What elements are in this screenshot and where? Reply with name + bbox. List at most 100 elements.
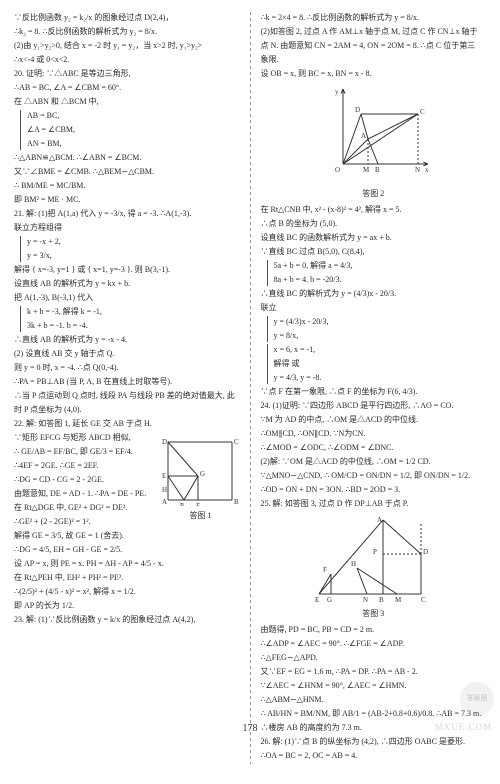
svg-text:M: M xyxy=(363,166,370,174)
text: 设直线 BC 的函数解析式为 y = ax + b. xyxy=(261,232,487,244)
text: ∴OM∥CD, ∴ON∥CD. ∵N为CN. xyxy=(261,428,487,440)
svg-text:D: D xyxy=(162,438,167,446)
text: 8a + b = 4. b = -20/3. xyxy=(274,274,487,286)
text: y = 4/3, y = -8. xyxy=(274,372,487,384)
svg-text:F: F xyxy=(196,502,200,506)
text: ∴x<-4 或 0<x<2. xyxy=(14,54,240,66)
text: ∴PA = PB⊥AB (当 P, A, B 在直线上时取等号). xyxy=(14,376,240,388)
svg-text:A: A xyxy=(361,132,366,140)
caption: 答图 1 xyxy=(162,510,240,522)
text: ∴∠ADP = ∠AEC = 90°. ∴∠FGE = ∠ADP. xyxy=(261,638,487,650)
q23-title: 23. 解: (1)∵反比例函数 y = k/x 的图象经过点 A(4,2), xyxy=(14,614,240,626)
watermark-text: MXUE.COM xyxy=(435,722,492,732)
text: 设直线 AB 的解析式为 y = kx + b. xyxy=(14,278,240,290)
svg-text:P: P xyxy=(373,548,377,556)
text: 象限. xyxy=(261,54,487,66)
figure-2: OxyABCDNM xyxy=(313,84,433,184)
text: ∴直线 BC 的解析式为 y = (4/3)x - 20/3. xyxy=(261,288,487,300)
svg-text:P: P xyxy=(180,502,184,506)
svg-text:C: C xyxy=(421,596,426,604)
text: 又∵EF = EG = 1.6 m, ∴PA = DP. ∴PA = AB - … xyxy=(261,666,487,678)
text: ∴k₂ = 8. ∴反比例函数的解析式为 y₂ = 8/x. xyxy=(14,26,240,38)
brace-group: y = (4/3)x - 20/3, y = 8/x, xyxy=(267,316,487,342)
text: ∵∠AEC = ∠HNM = 90°, ∠AEC = ∠HMN. xyxy=(261,680,487,692)
text: ∴点 B 的坐标为 (5,0). xyxy=(261,218,487,230)
svg-text:N: N xyxy=(415,166,420,174)
text: ∴DG = 4/5, EH = GH - GE = 2/5. xyxy=(14,544,240,556)
text: k + b = -3, 解得 k = -1, xyxy=(27,306,240,318)
text: 3k + b = -1. b = -4. xyxy=(27,320,240,332)
text: ∴ BM/ME = MC/BM. xyxy=(14,180,240,192)
text: 把 A(1,-3), B(-3,1) 代入 xyxy=(14,292,240,304)
text: (2)如答图 2, 过点 A 作 AM⊥x 轴于点 M, 过点 C 作 CN⊥x… xyxy=(261,26,487,38)
text: ∴GE² + (2 - 2GE)² = 1². xyxy=(14,516,158,528)
text: ∴OD = ON + DN = 3ON. ∴BD = 2OD = 3. xyxy=(261,484,487,496)
svg-text:D: D xyxy=(355,106,360,114)
brace-group: x = 6, x = -1, 解得 或 y = 4/3, y = -8. xyxy=(267,344,487,384)
column-separator xyxy=(250,12,251,764)
text: y = 8/x, xyxy=(274,330,487,342)
text: (2)由 y₁>y₂>0, 结合 x = -2 时 y₁ = y₂，当 x>2 … xyxy=(14,40,240,52)
text: 在 Rt△DGE 中, GE² + DG² = DE². xyxy=(14,502,158,514)
text: 在 △ABN 和 △BCM 中, xyxy=(14,96,240,108)
text: ∴k = 2×4 = 8. ∴反比例函数的解析式为 y = 8/x. xyxy=(261,12,487,24)
text: ∵反比例函数 y₂ = k₂/x 的图象经过点 D(2,4)， xyxy=(14,12,240,24)
svg-text:E: E xyxy=(162,472,166,480)
text: (2) 设直线 AB 交 y 轴于点 Q. xyxy=(14,348,240,360)
right-column: ∴k = 2×4 = 8. ∴反比例函数的解析式为 y = 8/x. (2)如答… xyxy=(261,12,487,764)
svg-text:H: H xyxy=(351,560,356,568)
svg-text:C: C xyxy=(234,438,239,446)
text: 设 AP = x, 则 PE = x. PH = AH - AP = 4/5 -… xyxy=(14,558,240,570)
svg-text:O: O xyxy=(335,166,340,174)
text: y = 3/x, xyxy=(27,250,240,262)
caption: 答图 3 xyxy=(261,608,487,620)
svg-text:B: B xyxy=(234,498,239,506)
text: ∴当 P 点运动到 Q 点时, 线段 PA 与线段 PB 差的绝对值最大, 此 xyxy=(14,390,240,402)
svg-text:C: C xyxy=(420,108,425,116)
text: 联立 xyxy=(261,302,487,314)
text: ∴ AB/HN = BM/NM, 即 AB/1 = (AB-2+0.8+0.6)… xyxy=(261,708,487,720)
text: 联立方程组得 xyxy=(14,222,240,234)
q21-title: 21. 解: (1)把 A(1,a) 代入 y = -3/x, 得 a = -3… xyxy=(14,208,240,220)
q22-title: 22. 解: 如答图 1, 延长 GE 交 AB 于点 H. xyxy=(14,418,240,430)
page: ∵反比例函数 y₂ = k₂/x 的图象经过点 D(2,4)， ∴k₂ = 8.… xyxy=(0,0,500,784)
brace-group: 5a + b = 0, 解得 a = 4/3, 8a + b = 4. b = … xyxy=(267,260,487,286)
svg-text:B: B xyxy=(375,166,380,174)
text: 则 y = 0 时, x = -4. ∴点 Q(0,-4). xyxy=(14,362,240,374)
text: 在 Rt△CNB 中, x² - (x-8)² = 4², 解得 x = 5. xyxy=(261,204,487,216)
text: AN = BM, xyxy=(27,138,240,150)
text: 即 AP 的长为 1/2. xyxy=(14,600,240,612)
page-number: 178 xyxy=(0,723,500,734)
text: ∵点 F 在第一象限, ∴点 F 的坐标为 F(6, 4/3). xyxy=(261,386,487,398)
q20-title: 20. 证明: ∵△ABC 是等边三角形, xyxy=(14,68,240,80)
svg-text:B: B xyxy=(379,596,384,604)
q25-title: 25. 解: 如答图 3, 过点 D 作 DP⊥AB 于点 P. xyxy=(261,498,487,510)
svg-text:F: F xyxy=(323,566,327,574)
text: ∴(2/5)² + (4/5 - x)² = x², 解得 x = 1/2. xyxy=(14,586,240,598)
text: 点 N. 由题意知 CN = 2AM = 4, ON = 2OM = 8. ∴点… xyxy=(261,40,487,52)
left-column: ∵反比例函数 y₂ = k₂/x 的图象经过点 D(2,4)， ∴k₂ = 8.… xyxy=(14,12,240,764)
text: ∴△ABM∽△HNM. xyxy=(261,694,487,706)
text: ∴△ABN≌△BCM. ∴∠ABN = ∠BCM. xyxy=(14,152,240,164)
text: ∴∠MOD = ∠ODC, ∴∠ODM = ∠DNC. xyxy=(261,442,487,454)
svg-text:M: M xyxy=(395,596,402,604)
text: y = -x + 2, xyxy=(27,236,240,248)
text: 解得 或 xyxy=(274,358,487,370)
text: 5a + b = 0, 解得 a = 4/3, xyxy=(274,260,487,272)
text: AB = BC, xyxy=(27,110,240,122)
brace-group: k + b = -3, 解得 k = -1, 3k + b = -1. b = … xyxy=(20,306,240,332)
text: ∵M 为 AD 的中点, ∴OM 是△ACD 的中位线. xyxy=(261,414,487,426)
svg-text:D: D xyxy=(423,548,428,556)
text: ∴△FEG∽△APD. xyxy=(261,652,487,664)
text: x = 6, x = -1, xyxy=(274,344,487,356)
text: ∴4EF = 2GE. ∴GE = 2EF. xyxy=(14,460,158,472)
caption: 答图 2 xyxy=(261,188,487,200)
text: 设 OB = x, 则 BC = x, BN = x - 8. xyxy=(261,68,487,80)
figure-3: ABCDEFGPMNH xyxy=(313,514,433,604)
text: ∴ GE/AB = EF/BC, 即 GE/3 = EF/4. xyxy=(14,446,158,458)
brace-group: AB = BC, ∠A = ∠CBM, AN = BM, xyxy=(20,110,240,150)
text: ∵矩形 EFCG 与矩形 ABCD 相似, xyxy=(14,432,158,444)
text: 在 Rt△PEH 中, EH² + PH² = PE². xyxy=(14,572,240,584)
text: (2)解: ∵OM 是△ACD 的中位线, ∴OM = 1/2 CD. xyxy=(261,456,487,468)
watermark-circle: 答案圈 xyxy=(460,682,494,716)
